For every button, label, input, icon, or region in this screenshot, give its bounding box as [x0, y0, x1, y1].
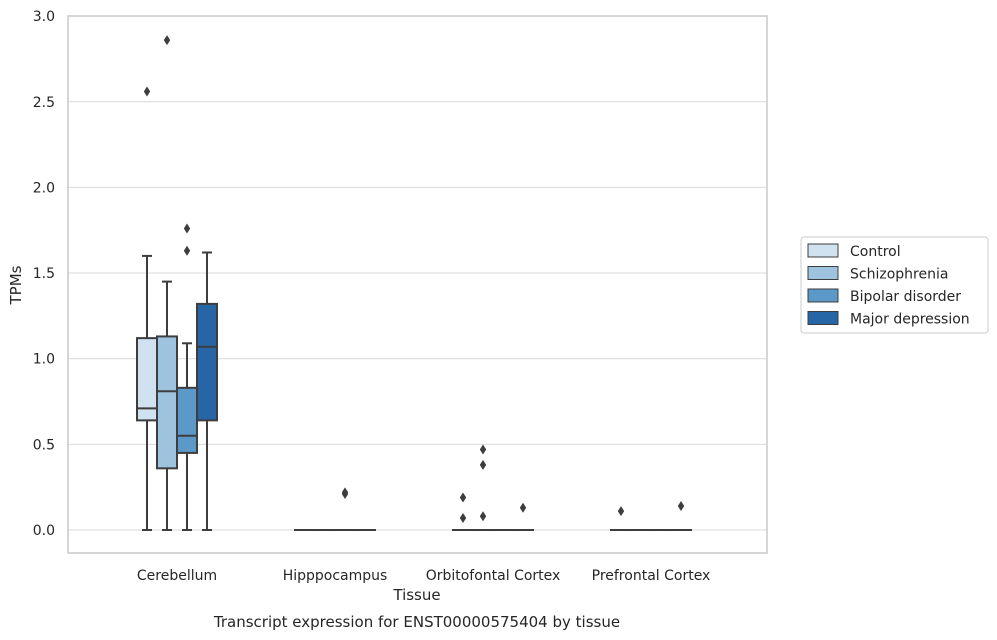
x-axis-ticks: Cerebellum Hipppocampus Orbitofontal Corte…: [137, 568, 710, 584]
outlier-point: [459, 492, 467, 503]
box-control: [610, 506, 632, 532]
box-major-depression: [196, 251, 218, 531]
box-iqr: [156, 335, 178, 470]
box-major-depression: [512, 502, 534, 532]
outlier-point: [479, 444, 487, 455]
box-control: [136, 86, 158, 531]
box-major-depression: [670, 501, 692, 532]
y-tick-label: 0.5: [33, 437, 55, 453]
legend-label: Schizophrenia: [850, 267, 948, 283]
outlier-point: [519, 502, 527, 513]
box-bipolar-disorder: [334, 487, 356, 532]
box-iqr: [196, 302, 218, 422]
outlier-point: [183, 223, 191, 234]
box-iqr: [176, 386, 198, 454]
legend-label: Bipolar disorder: [850, 289, 961, 305]
y-axis-label: TPMs: [7, 265, 25, 305]
outlier-point: [163, 35, 171, 46]
outlier-point: [341, 489, 349, 500]
x-tick-label: Cerebellum: [137, 568, 217, 584]
y-tick-label: 1.0: [33, 352, 55, 368]
outlier-point: [143, 86, 151, 97]
outlier-point: [479, 511, 487, 522]
x-tick-label: Prefrontal Cortex: [592, 568, 711, 584]
x-tick-label: Hipppocampus: [283, 568, 388, 584]
chart-caption: Transcript expression for ENST0000057540…: [213, 613, 620, 631]
x-tick-label: Orbitofontal Cortex: [426, 568, 561, 584]
outlier-point: [183, 245, 191, 256]
legend-swatch: [807, 311, 839, 325]
legend: Control Schizophrenia Bipolar disorder Majo…: [800, 236, 989, 334]
box-schizophrenia: [472, 444, 494, 532]
outlier-point: [479, 459, 487, 470]
box-control: [452, 492, 474, 532]
y-tick-label: 2.5: [33, 95, 55, 111]
legend-swatch: [807, 243, 839, 258]
y-tick-label: 3.0: [33, 9, 55, 25]
legend-frame: [800, 236, 989, 334]
y-tick-label: 1.5: [33, 266, 55, 282]
legend-label: Control: [850, 244, 901, 260]
plot-area-frame: [67, 15, 768, 554]
box-schizophrenia: [156, 35, 178, 531]
legend-swatch: [807, 288, 839, 303]
y-axis-ticks: 0.0 0.5 1.0 1.5 2.0 2.5 3.0: [33, 9, 55, 539]
boxes: [136, 35, 692, 532]
outlier-point: [677, 501, 685, 512]
legend-label: Major depression: [850, 312, 970, 328]
x-axis-label: Tissue: [392, 586, 440, 604]
y-tick-label: 2.0: [33, 180, 55, 196]
y-tick-label: 0.0: [33, 523, 55, 539]
box-bipolar-disorder: [176, 223, 198, 531]
outlier-point: [617, 506, 625, 517]
legend-swatch: [807, 266, 839, 280]
outlier-point: [459, 513, 467, 524]
